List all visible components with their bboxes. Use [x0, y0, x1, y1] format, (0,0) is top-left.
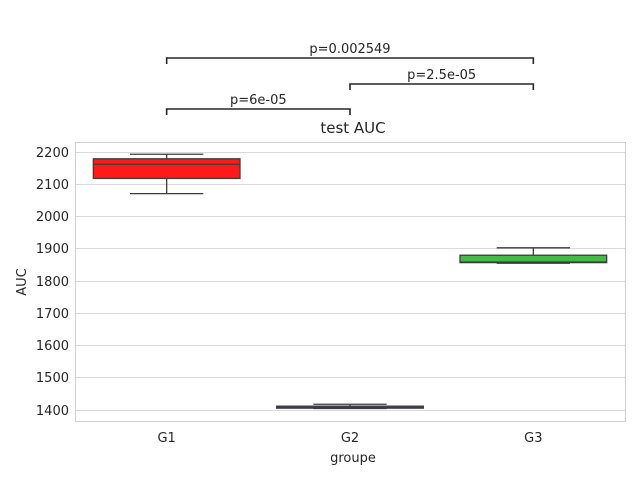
x-tick-label: G2	[341, 431, 359, 446]
box-g2	[276, 403, 424, 410]
plot-frame	[75, 142, 626, 422]
box-g1	[92, 153, 241, 195]
x-tick-label: G3	[524, 431, 542, 446]
y-tick-label: 1800	[36, 275, 69, 290]
x-axis-label: groupe	[330, 451, 376, 466]
y-tick-label: 1900	[36, 242, 69, 257]
x-tick-label: G1	[157, 431, 175, 446]
y-tick-label: 1400	[36, 404, 69, 419]
p-value-label: p=0.002549	[309, 42, 390, 57]
boxes	[92, 153, 608, 410]
box-body	[92, 158, 241, 180]
y-tick-label: 2000	[36, 210, 69, 225]
significance-bracket: p=2.5e-05	[349, 68, 535, 90]
grid-lines	[75, 152, 625, 411]
chart-title: test AUC	[320, 119, 385, 137]
bracket-line	[349, 83, 535, 90]
y-tick-label: 1500	[36, 371, 69, 386]
y-tick-labels: 1400 1500 1600 1700 1800 1900 2000 2100 2200	[36, 146, 69, 419]
p-value-label: p=2.5e-05	[407, 68, 476, 83]
significance-annotations: p=0.002549 p=2.5e-05 p=6e-05	[165, 42, 535, 115]
p-value-label: p=6e-05	[230, 93, 287, 108]
y-axis-label: AUC	[15, 268, 30, 296]
y-tick-label: 2100	[36, 178, 69, 193]
box-g3	[459, 247, 608, 264]
y-tick-label: 2200	[36, 146, 69, 161]
x-tick-labels: G1 G2 G3	[157, 431, 542, 446]
bracket-line	[165, 108, 351, 115]
y-tick-label: 1700	[36, 307, 69, 322]
significance-bracket: p=0.002549	[165, 42, 535, 64]
significance-bracket: p=6e-05	[165, 93, 351, 115]
bracket-line	[165, 57, 535, 64]
y-tick-label: 1600	[36, 339, 69, 354]
